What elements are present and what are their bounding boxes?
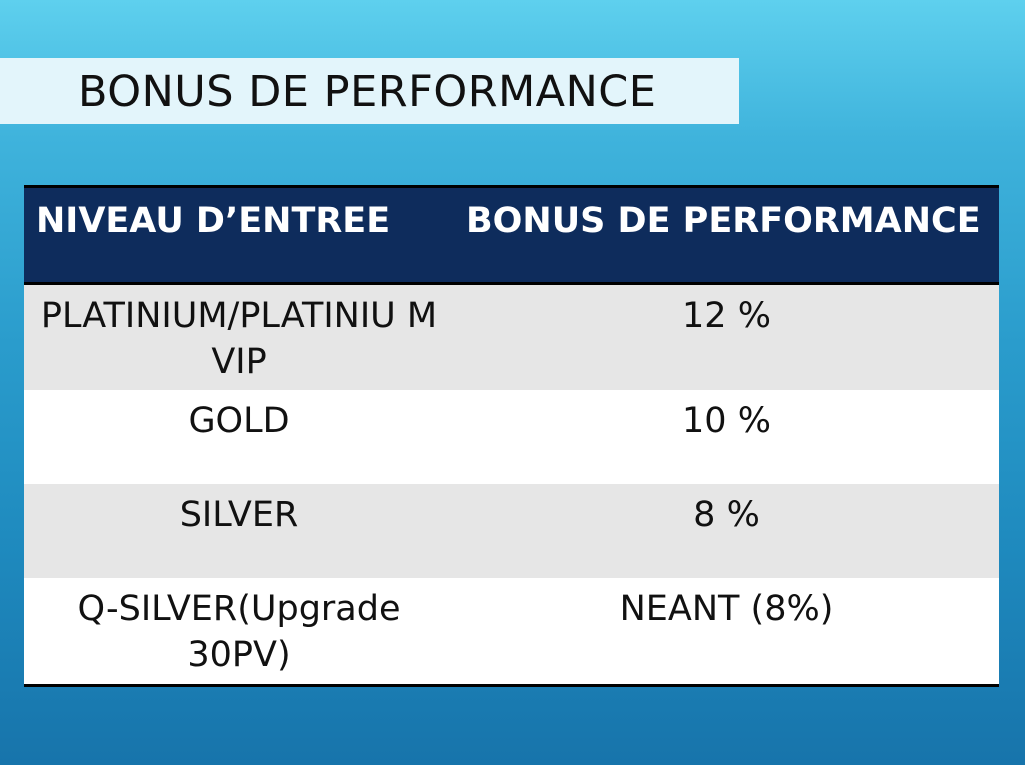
bonus-table: NIVEAU D’ENTREE BONUS DE PERFORMANCE PLA… xyxy=(24,185,999,687)
title-banner xyxy=(0,58,739,124)
bonus-cell: 12 % xyxy=(682,296,771,336)
level-cell: SILVER xyxy=(179,495,299,535)
level-cell: Q-SILVER(Upgrade 30PV) xyxy=(77,589,401,675)
header-bonus: BONUS DE PERFORMANCE xyxy=(466,201,981,241)
table-row: GOLD 10 % xyxy=(24,390,999,484)
level-cell: PLATINIUM/PLATINIU M VIP xyxy=(40,296,438,382)
header-level: NIVEAU D’ENTREE xyxy=(36,201,391,241)
level-cell: GOLD xyxy=(188,401,290,441)
table-row: Q-SILVER(Upgrade 30PV) NEANT (8%) xyxy=(24,578,999,684)
bonus-cell: 10 % xyxy=(682,401,771,441)
table-row: SILVER 8 % xyxy=(24,484,999,578)
page-title: BONUS DE PERFORMANCE xyxy=(78,67,657,117)
bonus-cell: NEANT (8%) xyxy=(619,589,834,629)
table-row: PLATINIUM/PLATINIU M VIP 12 % xyxy=(24,285,999,390)
bonus-cell: 8 % xyxy=(693,495,760,535)
table-header-row: NIVEAU D’ENTREE BONUS DE PERFORMANCE xyxy=(24,188,999,285)
